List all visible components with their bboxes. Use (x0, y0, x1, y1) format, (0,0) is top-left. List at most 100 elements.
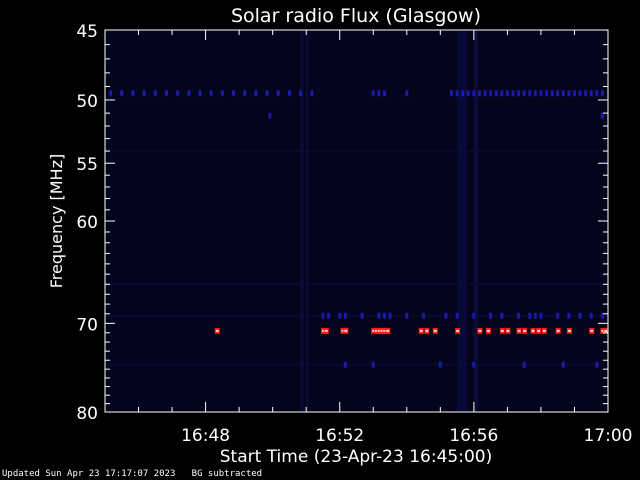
texture-streak-3 (473, 30, 478, 412)
band-70.8mhz (214, 327, 609, 334)
emission-mark (600, 112, 604, 119)
band-74.5mhz (343, 361, 599, 368)
emission-mark (131, 90, 135, 97)
emission-mark (142, 90, 146, 97)
emission-mark (371, 90, 375, 97)
burst-core (375, 329, 379, 332)
emission-mark (505, 90, 509, 97)
emission-mark (310, 90, 314, 97)
emission-mark (600, 90, 604, 97)
emission-mark (371, 361, 375, 368)
emission-mark (343, 312, 347, 319)
x-tick-label: 17:00 (584, 426, 633, 446)
background-texture (105, 30, 608, 412)
emission-mark (327, 312, 331, 319)
burst-core (556, 329, 560, 332)
emission-mark (299, 90, 303, 97)
emission-mark (561, 361, 565, 368)
emission-mark (578, 312, 582, 319)
emission-mark (455, 312, 459, 319)
burst-core (425, 329, 429, 332)
burst-core (517, 329, 521, 332)
emission-mark (489, 90, 493, 97)
burst-core (601, 329, 605, 332)
emission-mark (232, 90, 236, 97)
y-axis-label: Frequency [MHz] (47, 154, 66, 288)
emission-mark (528, 90, 532, 97)
burst-core (456, 329, 460, 332)
emission-mark (120, 90, 124, 97)
emission-mark (405, 90, 409, 97)
burst-core (567, 329, 571, 332)
emission-mark (422, 312, 426, 319)
emission-mark (450, 90, 454, 97)
emission-mark (500, 90, 504, 97)
burst-core (590, 329, 594, 332)
emission-mark (556, 312, 560, 319)
emission-mark (388, 312, 392, 319)
emission-mark (517, 90, 521, 97)
emission-mark (539, 312, 543, 319)
emission-mark (567, 90, 571, 97)
burst-core (433, 329, 437, 332)
burst-core (380, 329, 384, 332)
burst-core (344, 329, 348, 332)
emission-mark (438, 361, 442, 368)
emission-mark (176, 90, 180, 97)
emission-mark (444, 312, 448, 319)
burst-core (377, 329, 381, 332)
texture-streak-2 (457, 30, 468, 412)
band-51.2mhz (268, 112, 604, 119)
emission-mark (578, 90, 582, 97)
burst-core (604, 329, 608, 332)
burst-core (531, 329, 535, 332)
emission-mark (472, 361, 476, 368)
burst-core (321, 329, 325, 332)
y-tick-label: 55 (76, 155, 98, 175)
burst-core (523, 329, 527, 332)
footer-status: Updated Sun Apr 23 17:17:07 2023 BG subt… (2, 469, 262, 479)
emission-bands (109, 90, 609, 368)
emission-mark (343, 361, 347, 368)
emission-mark (589, 312, 593, 319)
emission-mark (528, 312, 532, 319)
x-tick-label: 16:48 (181, 426, 230, 446)
burst-core (542, 329, 546, 332)
emission-mark (595, 361, 599, 368)
emission-mark (164, 90, 168, 97)
emission-mark (382, 90, 386, 97)
emission-mark (567, 312, 571, 319)
emission-mark (500, 312, 504, 319)
emission-mark (455, 90, 459, 97)
emission-mark (268, 112, 272, 119)
emission-mark (265, 90, 269, 97)
x-tick-label: 16:52 (315, 426, 364, 446)
emission-mark (377, 312, 381, 319)
emission-mark (561, 90, 565, 97)
burst-core (506, 329, 510, 332)
emission-mark (187, 90, 191, 97)
burst-core (537, 329, 541, 332)
emission-mark (472, 90, 476, 97)
emission-mark (533, 90, 537, 97)
emission-mark (209, 90, 213, 97)
emission-mark (522, 90, 526, 97)
emission-mark (360, 312, 364, 319)
burst-core (386, 329, 390, 332)
burst-core (500, 329, 504, 332)
emission-mark (338, 312, 342, 319)
emission-mark (584, 90, 588, 97)
emission-mark (595, 90, 599, 97)
burst-core (383, 329, 387, 332)
emission-mark (109, 90, 113, 97)
emission-mark (489, 312, 493, 319)
emission-mark (321, 312, 325, 319)
emission-mark (517, 312, 521, 319)
x-tick-label: 16:56 (449, 426, 498, 446)
texture-band-3 (105, 363, 608, 366)
emission-mark (198, 90, 202, 97)
emission-mark (556, 90, 560, 97)
y-tick-label: 80 (76, 404, 98, 424)
burst-core (324, 329, 328, 332)
